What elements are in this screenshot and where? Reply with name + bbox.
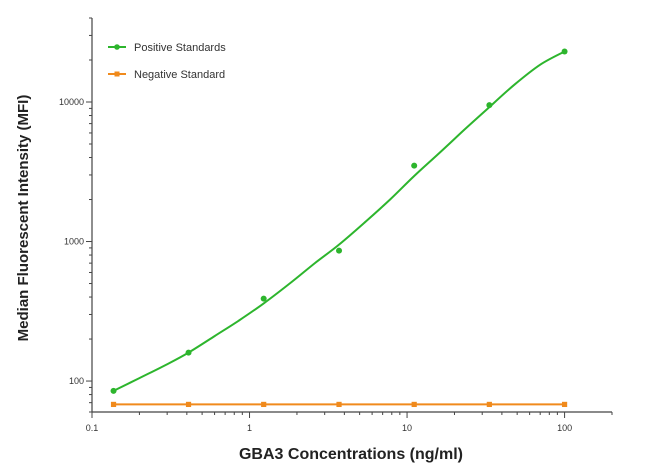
negative-standard-point — [486, 401, 492, 408]
positive-standard-point — [486, 102, 493, 109]
x-tick-label: 1 — [247, 423, 252, 433]
legend-positive-marker — [114, 44, 120, 50]
legend-item-positive: Positive Standards — [108, 42, 226, 54]
negative-standard-point — [185, 401, 192, 408]
x-tick-label: 10 — [402, 423, 412, 433]
y-axis-title: Median Fluorescent Intensity (MFI) — [15, 95, 32, 342]
x-tick-label: 100 — [557, 423, 572, 433]
negative-standard-point — [261, 401, 267, 408]
y-tick-label: 1000 — [64, 237, 84, 247]
positive-standards-fit-curve — [113, 50, 566, 392]
x-ticks: 0.1 1 10 100 — [86, 412, 613, 433]
positive-standard-point — [110, 387, 117, 394]
negative-standard-point — [411, 401, 417, 408]
negative-standard-point — [110, 401, 117, 408]
legend-negative-label: Negative Standard — [134, 69, 225, 81]
negative-standard-point — [336, 401, 342, 408]
x-axis-title: GBA3 Concentrations (ng/ml) — [239, 446, 463, 463]
y-ticks: 100 1000 10000 — [59, 17, 92, 413]
positive-standard-point — [411, 162, 418, 169]
x-tick-label: 0.1 — [86, 423, 99, 433]
negative-standard-point — [561, 401, 568, 408]
legend: Positive Standards Negative Standard — [108, 42, 226, 81]
positive-standard-point — [336, 247, 343, 254]
legend-item-negative: Negative Standard — [108, 69, 225, 81]
series-layer — [110, 48, 568, 408]
y-tick-label: 100 — [69, 376, 84, 386]
positive-standard-point — [185, 349, 192, 356]
positive-standard-point — [260, 295, 267, 302]
positive-standard-point — [561, 48, 568, 55]
y-tick-label: 10000 — [59, 97, 84, 107]
plot-area: 0.1 1 10 100 100 1000 10000 — [59, 17, 613, 433]
legend-negative-marker — [114, 71, 120, 77]
legend-positive-label: Positive Standards — [134, 42, 226, 54]
